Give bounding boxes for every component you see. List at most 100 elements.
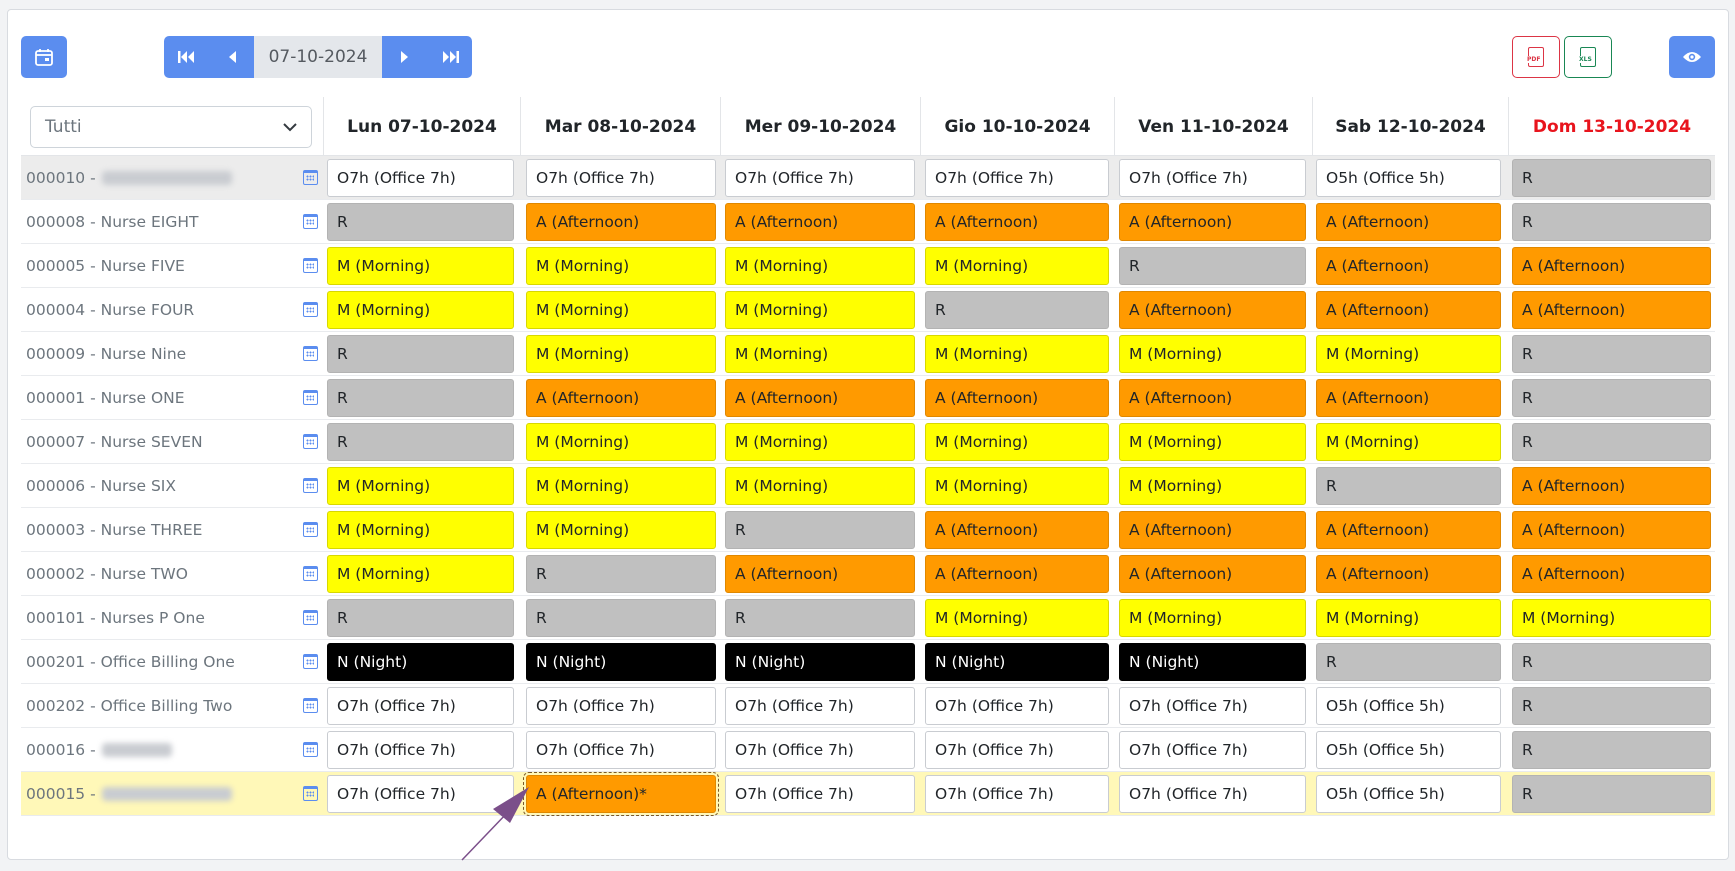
shift-cell[interactable]: M (Morning) (526, 247, 716, 285)
staff-calendar-icon[interactable] (303, 214, 318, 229)
shift-cell[interactable]: R (1316, 467, 1501, 505)
shift-cell[interactable]: A (Afternoon) (1119, 511, 1306, 549)
shift-cell[interactable]: O5h (Office 5h) (1316, 731, 1501, 769)
shift-cell[interactable]: O7h (Office 7h) (327, 687, 514, 725)
shift-cell[interactable]: R (1512, 687, 1711, 725)
shift-cell[interactable]: M (Morning) (526, 335, 716, 373)
shift-cell[interactable]: O7h (Office 7h) (1119, 775, 1306, 813)
shift-cell[interactable]: R (725, 599, 915, 637)
shift-cell[interactable]: M (Morning) (1119, 423, 1306, 461)
shift-cell[interactable]: M (Morning) (526, 511, 716, 549)
shift-cell[interactable]: A (Afternoon) (1119, 555, 1306, 593)
staff-calendar-icon[interactable] (303, 170, 318, 185)
staff-calendar-icon[interactable] (303, 390, 318, 405)
shift-cell[interactable]: R (1512, 731, 1711, 769)
shift-cell[interactable]: M (Morning) (1119, 599, 1306, 637)
shift-cell[interactable]: M (Morning) (1316, 335, 1501, 373)
first-week-button[interactable] (164, 36, 209, 78)
shift-cell[interactable]: A (Afternoon) (925, 203, 1109, 241)
shift-cell[interactable]: A (Afternoon) (526, 379, 716, 417)
staff-calendar-icon[interactable] (303, 258, 318, 273)
shift-cell[interactable]: M (Morning) (725, 335, 915, 373)
shift-cell[interactable]: A (Afternoon) (526, 203, 716, 241)
shift-cell[interactable]: R (327, 203, 514, 241)
shift-cell[interactable]: M (Morning) (725, 291, 915, 329)
staff-calendar-icon[interactable] (303, 566, 318, 581)
shift-cell[interactable]: R (1512, 335, 1711, 373)
shift-cell[interactable]: O7h (Office 7h) (925, 687, 1109, 725)
shift-cell[interactable]: O7h (Office 7h) (327, 159, 514, 197)
shift-cell[interactable]: R (327, 599, 514, 637)
shift-cell[interactable]: O7h (Office 7h) (725, 159, 915, 197)
shift-cell[interactable]: A (Afternoon) (1119, 203, 1306, 241)
shift-cell[interactable]: R (725, 511, 915, 549)
shift-cell[interactable]: O5h (Office 5h) (1316, 159, 1501, 197)
shift-cell[interactable]: M (Morning) (526, 423, 716, 461)
shift-cell[interactable]: O7h (Office 7h) (526, 159, 716, 197)
shift-cell[interactable]: A (Afternoon) (1316, 291, 1501, 329)
shift-cell[interactable]: N (Night) (725, 643, 915, 681)
shift-cell[interactable]: M (Morning) (1119, 467, 1306, 505)
export-xls-button[interactable]: XLS (1564, 36, 1612, 78)
shift-cell[interactable]: R (327, 379, 514, 417)
shift-cell[interactable]: M (Morning) (1512, 599, 1711, 637)
shift-cell[interactable]: M (Morning) (925, 423, 1109, 461)
shift-cell[interactable]: N (Night) (327, 643, 514, 681)
shift-cell[interactable]: A (Afternoon) (1119, 291, 1306, 329)
shift-cell[interactable]: M (Morning) (526, 291, 716, 329)
shift-cell[interactable]: M (Morning) (327, 511, 514, 549)
shift-cell[interactable]: A (Afternoon) (1316, 247, 1501, 285)
next-week-button[interactable] (382, 36, 427, 78)
shift-cell[interactable]: M (Morning) (725, 467, 915, 505)
staff-calendar-icon[interactable] (303, 742, 318, 757)
export-pdf-button[interactable]: PDF (1512, 36, 1560, 78)
shift-cell[interactable]: N (Night) (925, 643, 1109, 681)
shift-cell[interactable]: R (1119, 247, 1306, 285)
shift-cell[interactable]: O5h (Office 5h) (1316, 687, 1501, 725)
shift-cell[interactable]: A (Afternoon) (725, 555, 915, 593)
view-toggle-button[interactable] (1669, 36, 1715, 78)
shift-cell[interactable]: M (Morning) (526, 467, 716, 505)
shift-cell[interactable]: R (1512, 379, 1711, 417)
last-week-button[interactable] (427, 36, 472, 78)
shift-cell[interactable]: M (Morning) (925, 599, 1109, 637)
shift-cell[interactable]: O7h (Office 7h) (327, 731, 514, 769)
shift-cell[interactable]: M (Morning) (327, 467, 514, 505)
shift-cell[interactable]: A (Afternoon) (925, 379, 1109, 417)
shift-cell[interactable]: O7h (Office 7h) (1119, 731, 1306, 769)
shift-cell[interactable]: A (Afternoon) (1316, 203, 1501, 241)
shift-cell[interactable]: M (Morning) (725, 423, 915, 461)
staff-calendar-icon[interactable] (303, 302, 318, 317)
shift-cell[interactable]: R (327, 335, 514, 373)
shift-cell[interactable]: A (Afternoon) (1512, 511, 1711, 549)
shift-cell[interactable]: A (Afternoon) (1512, 467, 1711, 505)
shift-cell[interactable]: O7h (Office 7h) (725, 775, 915, 813)
shift-cell[interactable]: M (Morning) (1316, 423, 1501, 461)
staff-calendar-icon[interactable] (303, 346, 318, 361)
shift-cell[interactable]: R (1512, 775, 1711, 813)
staff-filter-select[interactable]: Tutti (30, 106, 312, 148)
shift-cell[interactable]: O7h (Office 7h) (925, 731, 1109, 769)
shift-cell[interactable]: A (Afternoon) (1119, 379, 1306, 417)
shift-cell[interactable]: A (Afternoon) (725, 379, 915, 417)
shift-cell[interactable]: O7h (Office 7h) (925, 159, 1109, 197)
staff-calendar-icon[interactable] (303, 698, 318, 713)
shift-cell[interactable]: R (1512, 203, 1711, 241)
staff-calendar-icon[interactable] (303, 786, 318, 801)
shift-cell[interactable]: M (Morning) (925, 467, 1109, 505)
shift-cell[interactable]: A (Afternoon) (725, 203, 915, 241)
shift-cell[interactable]: O7h (Office 7h) (725, 731, 915, 769)
shift-cell[interactable]: O7h (Office 7h) (526, 687, 716, 725)
shift-cell[interactable]: O7h (Office 7h) (526, 731, 716, 769)
shift-cell[interactable]: O7h (Office 7h) (327, 775, 514, 813)
shift-cell[interactable]: R (1316, 643, 1501, 681)
shift-cell[interactable]: M (Morning) (1119, 335, 1306, 373)
shift-cell[interactable]: N (Night) (1119, 643, 1306, 681)
shift-cell[interactable]: A (Afternoon) (1512, 291, 1711, 329)
shift-cell[interactable]: M (Morning) (725, 247, 915, 285)
shift-cell[interactable]: O7h (Office 7h) (1119, 159, 1306, 197)
shift-cell[interactable]: M (Morning) (925, 335, 1109, 373)
date-input[interactable] (254, 36, 382, 78)
shift-cell[interactable]: R (1512, 423, 1711, 461)
staff-calendar-icon[interactable] (303, 610, 318, 625)
